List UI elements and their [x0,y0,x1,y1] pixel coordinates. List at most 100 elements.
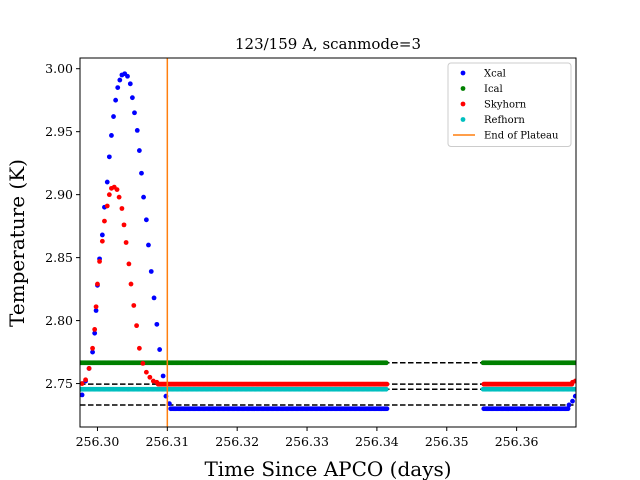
skyhorn-point [147,374,153,380]
skyhorn-point [102,218,107,224]
refhorn-point [572,386,576,392]
skyhorn-point [90,345,95,351]
xcal-point [113,97,119,103]
y-tick-label: 2.80 [45,313,73,328]
y-tick-label: 2.95 [45,124,73,139]
legend-label-refhorn: Refhorn [484,115,525,126]
legend-label-skyhorn: Skyhorn [484,100,527,111]
skyhorn-point [80,381,85,386]
chart-title: 123/159 A, scanmode=3 [235,35,421,53]
xcal-point [566,402,572,408]
xcal-point [146,242,151,248]
y-tick-label: 2.90 [45,187,73,202]
xcal-point [151,295,157,301]
x-tick-label: 256.33 [285,434,329,449]
y-tick-label: 2.75 [45,376,73,391]
xcal-point [109,133,114,138]
xcal-point [157,347,163,352]
legend-marker-ical [460,86,466,91]
skyhorn-point [143,369,149,375]
xcal-point [134,128,140,133]
xcal-point [127,81,133,87]
xcal-point [384,406,390,412]
skyhorn-point [119,206,125,211]
x-tick-label: 256.35 [425,434,469,449]
xcal-point [139,170,144,176]
skyhorn-point [93,304,99,310]
skyhorn-point [572,378,576,384]
ical-point [572,360,576,366]
skyhorn-point [140,361,146,366]
skyhorn-point [86,366,92,371]
xcal-point [565,406,571,412]
x-tick-label: 256.36 [495,434,539,449]
xcal-point [148,269,154,274]
skyhorn-point [126,261,132,267]
y-axis-label: Temperature (K) [5,159,29,327]
series-skyhorn [80,184,576,387]
xcal-point [115,85,121,90]
skyhorn-point [134,323,139,329]
xcal-point [141,194,146,200]
skyhorn-point [121,222,127,228]
skyhorn-point [128,281,134,287]
xcal-point [132,110,137,116]
skyhorn-point [104,203,110,209]
skyhorn-point [99,238,105,244]
series-xcal [80,71,576,412]
xcal-point [93,308,99,313]
y-tick-label: 2.85 [45,250,73,265]
x-tick-label: 256.32 [215,434,259,449]
skyhorn-point [136,345,142,351]
y-tick-label: 3.00 [45,61,73,76]
xcal-point [104,179,110,185]
legend: Xcal Ical Skyhorn Refhorn End of Plateau [447,62,572,147]
x-tick-label: 256.30 [76,434,120,449]
skyhorn-point [123,240,129,245]
y-axis: 2.75 2.80 2.85 2.90 2.95 3.00 [45,61,80,391]
xcal-point [111,114,116,119]
legend-label-ical: Ical [484,84,503,95]
skyhorn-point [106,192,112,198]
series-ical [80,360,576,366]
xcal-point [80,392,85,398]
skyhorn-point [116,194,122,200]
refhorn-point [383,386,389,392]
xcal-point [90,349,95,355]
skyhorn-point [95,281,100,287]
skyhorn-point [92,327,98,332]
x-tick-label: 256.31 [145,434,189,449]
legend-box [447,62,572,147]
xcal-point [92,330,98,336]
series-refhorn [80,386,576,392]
legend-marker-refhorn [460,117,466,122]
plot-frame [79,57,577,428]
xcal-point [160,373,166,379]
xcal-point [129,95,135,101]
skyhorn-point [384,381,390,387]
xcal-point [570,398,575,404]
xcal-point [99,232,105,238]
xcal-point [136,148,142,153]
legend-marker-xcal [460,70,466,76]
skyhorn-point [83,377,88,383]
legend-label-end-of-plateau: End of Plateau [484,131,559,142]
x-axis: 256.30 256.31 256.32 256.33 256.34 256.35 256.… [76,427,539,449]
xcal-point [572,393,576,399]
xcal-point [167,401,172,407]
legend-label-xcal: Xcal [484,69,506,80]
xcal-point [154,321,160,327]
skyhorn-point [131,303,137,308]
legend-marker-skyhorn [460,101,466,107]
x-axis-label: Time Since APCO (days) [204,457,451,480]
ical-point [383,360,389,366]
xcal-point [106,154,112,160]
skyhorn-point [114,187,120,193]
xcal-point [125,73,130,79]
plot-area [80,58,576,427]
xcal-point [117,77,123,83]
skyhorn-point [97,258,102,264]
x-tick-label: 256.34 [355,434,399,449]
xcal-point [143,217,149,223]
